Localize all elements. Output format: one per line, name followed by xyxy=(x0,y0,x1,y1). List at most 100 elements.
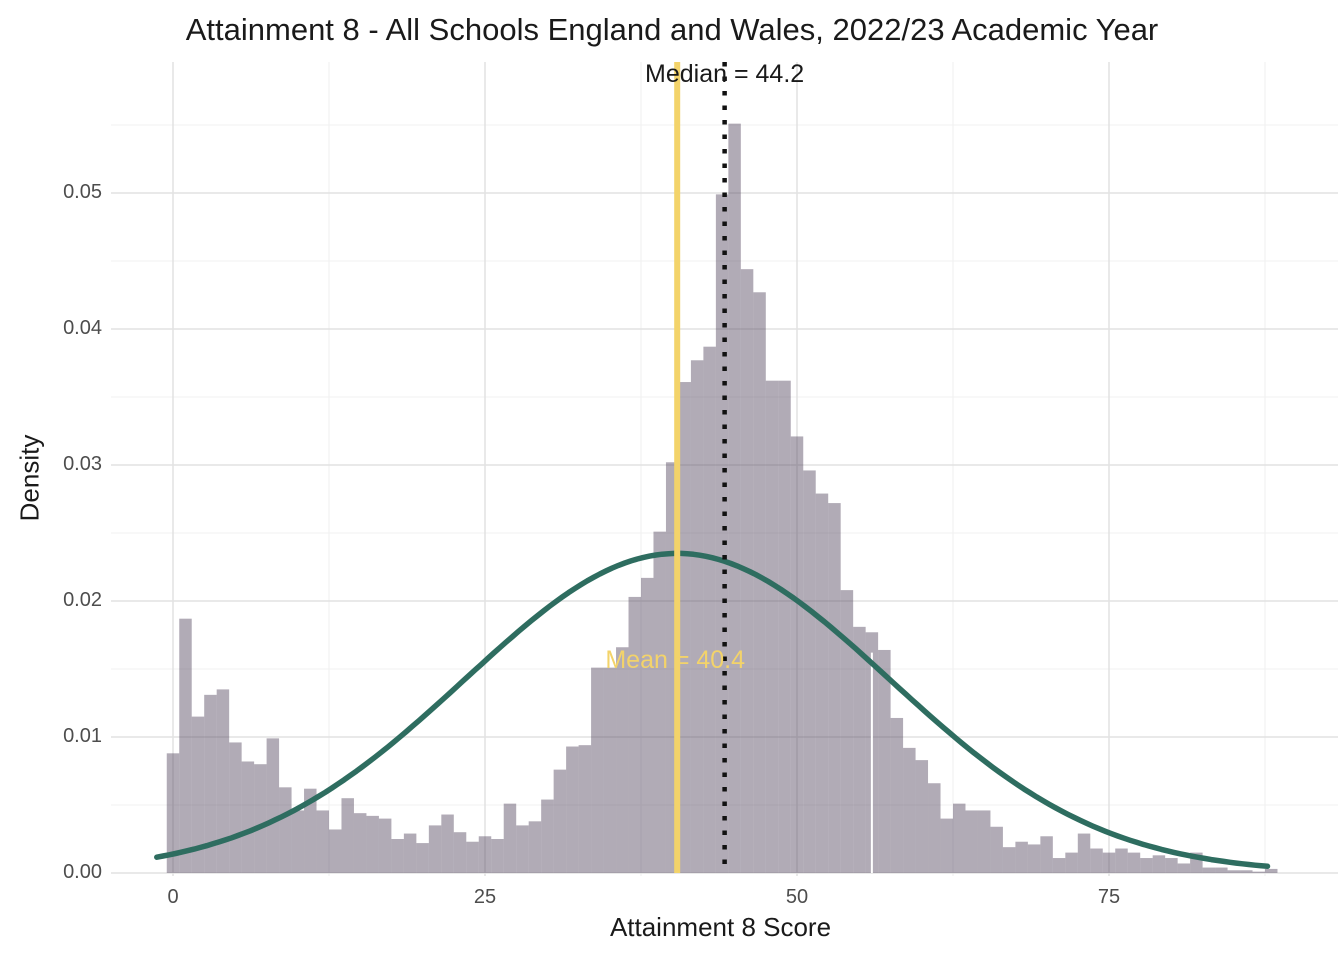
histogram-bar xyxy=(304,788,317,873)
histogram-bar xyxy=(254,764,267,873)
histogram-bar xyxy=(790,436,804,873)
y-tick-label: 0.03 xyxy=(63,453,102,475)
histogram-bar xyxy=(316,810,329,873)
histogram-bar xyxy=(915,760,929,873)
histogram-bar xyxy=(703,346,716,873)
histogram-bar xyxy=(279,787,292,873)
histogram-bar xyxy=(553,769,567,873)
histogram-bar xyxy=(965,810,978,873)
histogram-bar xyxy=(453,832,467,873)
histogram-bar xyxy=(416,843,429,873)
histogram-bar xyxy=(591,667,604,873)
histogram-bar xyxy=(1252,871,1265,873)
x-axis-title: Attainment 8 Score xyxy=(609,912,832,942)
histogram-bar xyxy=(853,626,866,873)
histogram-bar xyxy=(1140,858,1153,873)
histogram-bar xyxy=(441,814,454,873)
histogram-bar xyxy=(1040,836,1053,873)
histogram-bar xyxy=(765,380,779,873)
histogram-bar xyxy=(578,745,592,873)
histogram-bar xyxy=(928,783,941,873)
histogram-bar xyxy=(778,380,791,873)
histogram-bar xyxy=(204,694,217,873)
chart-title: Attainment 8 - All Schools England and W… xyxy=(185,12,1159,47)
y-tick-label: 0.04 xyxy=(63,317,102,339)
histogram-bar xyxy=(1015,841,1028,873)
histogram-bar xyxy=(503,803,517,873)
histogram-bar xyxy=(366,815,379,873)
histogram-bar xyxy=(1102,852,1116,873)
histogram-bar xyxy=(653,531,666,873)
normal-density-curve xyxy=(154,550,1271,870)
histogram-bar xyxy=(291,810,305,873)
histogram-bar xyxy=(391,839,404,873)
histogram-bar xyxy=(940,818,953,873)
histogram-bar xyxy=(166,753,180,873)
histogram-bar xyxy=(179,618,192,873)
histogram-bar xyxy=(828,503,841,873)
x-tick-label: 25 xyxy=(473,886,497,908)
median-annotation: Median = 44.2 xyxy=(645,60,805,88)
x-tick-label: 50 xyxy=(785,886,809,908)
mean-annotation: Mean = 40.4 xyxy=(605,646,746,674)
histogram-bar xyxy=(528,821,542,873)
histogram-bar xyxy=(803,470,816,873)
histogram-bar xyxy=(1065,852,1078,873)
histogram-bar xyxy=(491,839,504,873)
histogram-bar xyxy=(1227,870,1241,873)
histogram-bar xyxy=(428,825,442,873)
histogram-bar xyxy=(690,360,704,873)
histogram-bar xyxy=(1265,868,1278,873)
x-tick-label: 75 xyxy=(1097,886,1121,908)
histogram-bar xyxy=(1240,870,1253,873)
histogram-bar xyxy=(478,836,492,873)
histogram-bar xyxy=(541,799,554,873)
histogram-bar xyxy=(953,803,966,873)
histogram-bar xyxy=(990,826,1003,873)
histogram-bar xyxy=(516,825,529,873)
histogram-bar xyxy=(1215,867,1228,873)
histogram-bar xyxy=(566,746,579,873)
histogram-bar xyxy=(229,742,242,873)
histogram-bar xyxy=(840,590,854,873)
histogram-bar xyxy=(353,813,367,873)
y-tick-label: 0.01 xyxy=(63,725,102,747)
histogram-bar xyxy=(903,747,916,873)
histogram-bar xyxy=(1077,833,1091,873)
histogram-bar xyxy=(678,382,691,873)
histogram-bar xyxy=(266,738,280,873)
histogram-bar xyxy=(628,596,641,873)
histogram-bar xyxy=(403,833,417,873)
histogram-bar xyxy=(815,493,829,873)
histogram-bar xyxy=(1052,858,1066,873)
histogram-bar xyxy=(1115,848,1128,873)
histogram-bar xyxy=(1177,863,1191,873)
histogram-bar xyxy=(1027,844,1041,873)
histogram-bar xyxy=(890,717,904,873)
histogram-bar xyxy=(641,577,654,873)
histogram-bar xyxy=(241,761,255,873)
histogram-bar xyxy=(603,667,617,873)
histogram-bar xyxy=(1127,852,1141,873)
y-axis-title: Density xyxy=(14,434,45,522)
histogram-bar xyxy=(466,841,479,873)
y-tick-label: 0.02 xyxy=(63,589,102,611)
histogram-bar xyxy=(1002,847,1016,873)
histogram-bar xyxy=(1090,848,1103,873)
histogram-bar xyxy=(191,716,205,873)
histogram-bar xyxy=(878,649,891,873)
histogram-bar xyxy=(378,818,392,873)
histogram-bar xyxy=(753,292,766,873)
histogram-bar xyxy=(1152,855,1166,873)
histogram-bar xyxy=(1165,858,1178,873)
histogram-bar xyxy=(216,689,230,873)
histogram-bar xyxy=(341,798,354,873)
histogram-bar xyxy=(728,123,741,873)
x-tick-label: 0 xyxy=(167,886,179,908)
y-tick-label: 0.05 xyxy=(63,181,102,203)
y-tick-label: 0.00 xyxy=(63,861,102,883)
histogram-bar xyxy=(977,810,991,873)
histogram-bar xyxy=(329,829,342,873)
histogram-bar xyxy=(616,647,629,873)
